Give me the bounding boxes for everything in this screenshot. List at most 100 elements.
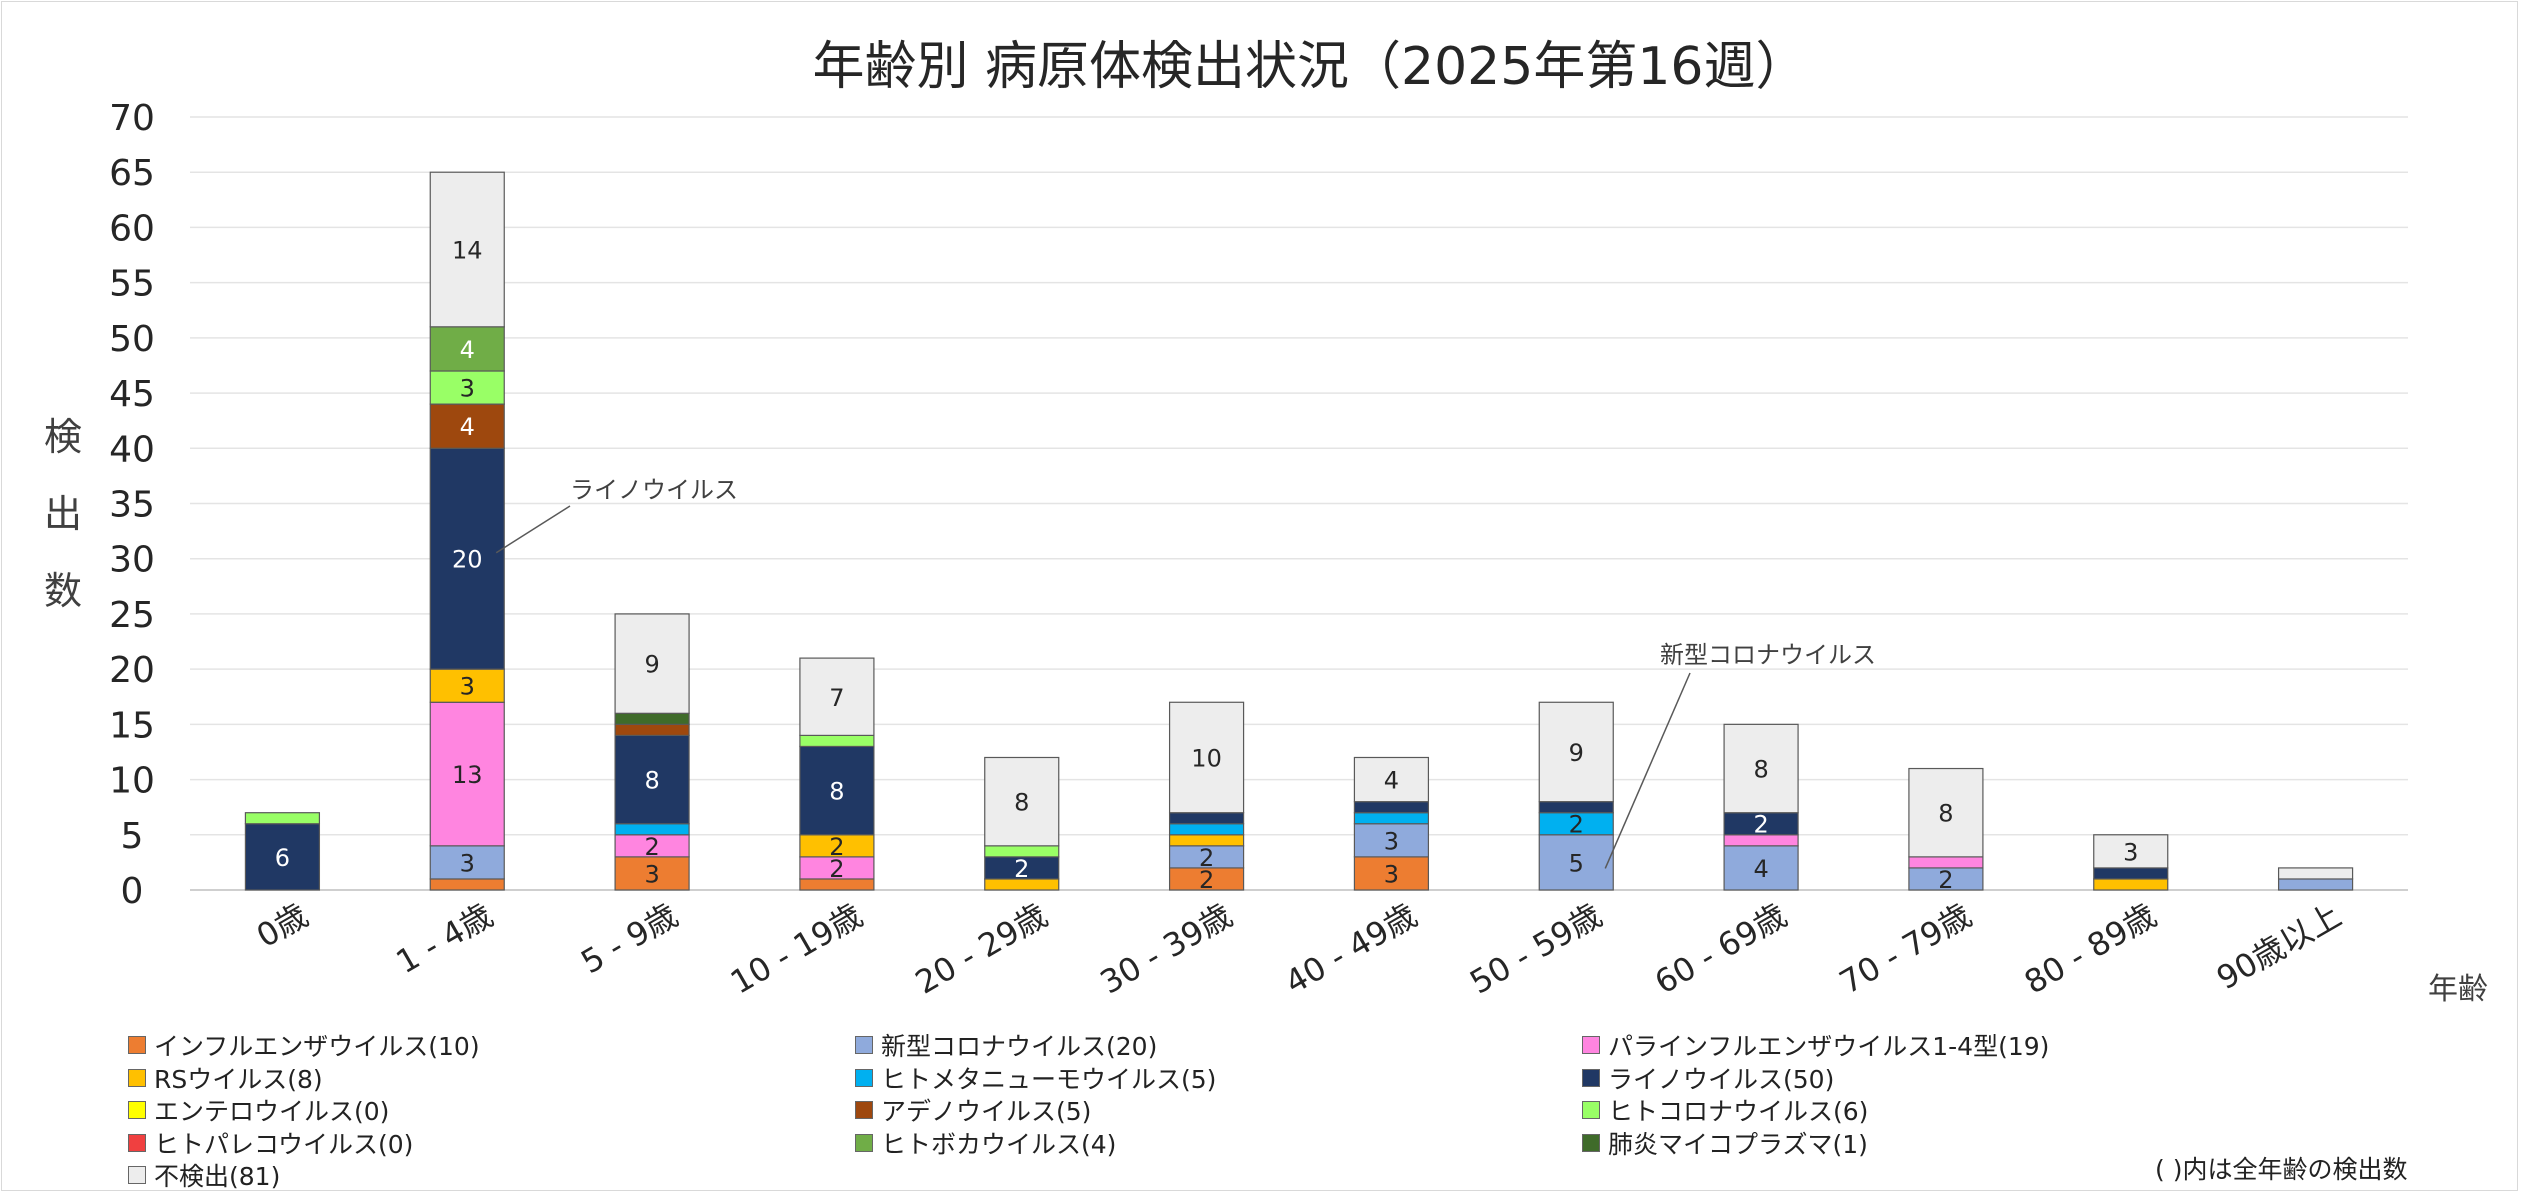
footnote: ( )内は全年齢の検出数 <box>2155 1155 2408 1184</box>
y-tick-label: 25 <box>109 595 155 636</box>
y-axis-label: 検出数 <box>44 415 82 613</box>
data-label: 6 <box>275 844 290 872</box>
bar-segment <box>1353 856 1430 891</box>
y-tick-label: 55 <box>109 264 155 305</box>
data-label: 5 <box>1569 849 1584 877</box>
data-label: 4 <box>460 413 475 441</box>
data-label: 8 <box>644 767 659 795</box>
data-label: 13 <box>452 761 483 789</box>
y-tick-label: 35 <box>109 485 155 526</box>
bar-segment <box>614 613 690 714</box>
x-tick-label: 30 - 39歳 <box>1094 896 1239 1002</box>
data-label: 3 <box>2123 838 2138 866</box>
data-label: 4 <box>1753 855 1768 883</box>
bar-segment <box>429 370 505 405</box>
data-label: 4 <box>460 336 475 364</box>
chart-title: 年齢別 病原体検出状況（2025年第16週） <box>812 37 1807 97</box>
bars <box>244 171 2354 891</box>
data-label: 3 <box>1384 827 1399 855</box>
data-label: 3 <box>460 673 475 701</box>
bar-segment <box>799 657 875 736</box>
annotation-leader-line <box>495 505 571 554</box>
data-label: 3 <box>1384 860 1399 888</box>
bar-segment <box>1908 767 1984 858</box>
data-label: 9 <box>1569 739 1584 767</box>
bar-segment <box>2093 867 2169 880</box>
x-axis-ticks: 0歳 1 - 4歳 5 - 9歳 10 - 19歳 20 - 29歳 30 - 39歳 40… <box>250 896 2348 1002</box>
data-label: 2 <box>1938 866 1953 894</box>
y-tick-label: 60 <box>109 208 155 249</box>
data-label: 10 <box>1191 744 1222 772</box>
annotation-leader-line <box>1604 672 1691 869</box>
bar-segment <box>2277 878 2354 891</box>
data-label: 20 <box>452 546 483 574</box>
data-label: 4 <box>1384 767 1399 795</box>
data-label: 8 <box>829 778 844 806</box>
y-axis-ticks: 0 5 10 15 20 25 30 35 40 45 50 55 60 65 70 <box>109 98 155 912</box>
bar-segment <box>244 812 321 825</box>
bar-segment <box>2277 867 2354 880</box>
data-label: 2 <box>1014 855 1029 883</box>
bar-segment <box>429 668 505 703</box>
data-label: 2 <box>1753 811 1768 839</box>
y-tick-label: 30 <box>109 540 155 581</box>
data-label: 2 <box>829 855 844 883</box>
data-label: 2 <box>1199 844 1214 872</box>
bar-segment <box>1353 823 1430 858</box>
data-label: 3 <box>460 375 475 403</box>
data-label: 3 <box>460 849 475 877</box>
data-label: 9 <box>644 651 659 679</box>
y-tick-label: 5 <box>121 816 144 857</box>
data-label: 3 <box>644 860 659 888</box>
bar-segment <box>799 734 875 748</box>
data-label: 8 <box>1938 800 1953 828</box>
x-axis-label: 年齢 <box>2428 972 2488 1007</box>
bar-segment <box>1538 701 1614 803</box>
x-tick-label: 20 - 29歳 <box>909 896 1054 1002</box>
bar-segment <box>799 745 875 836</box>
bar-segment <box>429 171 505 328</box>
bar-segment <box>614 723 690 736</box>
bar-segment <box>1538 834 1614 891</box>
bar-segment <box>429 403 505 449</box>
annotation-label: 新型コロナウイルス <box>1660 641 1876 669</box>
x-tick-label: 50 - 59歳 <box>1463 896 1608 1002</box>
y-tick-label: 15 <box>109 705 155 746</box>
data-label: 8 <box>1753 756 1768 784</box>
y-axis-label-char: 検 <box>44 415 82 459</box>
data-label: 14 <box>452 237 483 265</box>
x-tick-label: 80 - 89歳 <box>2018 896 2163 1002</box>
bar-segment <box>429 447 505 670</box>
bar-segment <box>1353 812 1430 825</box>
bar-segment <box>1168 823 1245 836</box>
x-tick-label: 10 - 19歳 <box>724 896 869 1002</box>
x-tick-label: 90歳以上 <box>2210 896 2347 997</box>
gridlines <box>190 116 2408 891</box>
bar-segment <box>1168 812 1245 825</box>
x-tick-label: 60 - 69歳 <box>1648 896 1793 1002</box>
y-tick-label: 45 <box>109 374 155 415</box>
y-tick-label: 10 <box>109 761 155 802</box>
bar-segment <box>2093 878 2169 891</box>
x-tick-label: 0歳 <box>250 896 314 955</box>
bar-segment <box>1723 723 1799 814</box>
y-tick-label: 40 <box>109 429 155 470</box>
bar-segment <box>1353 756 1430 803</box>
bar-segment <box>1168 701 1245 814</box>
y-axis-label-char: 出 <box>44 492 82 536</box>
bar-segment <box>614 712 690 725</box>
y-tick-label: 0 <box>121 871 144 912</box>
data-label: 2 <box>829 833 844 861</box>
data-label: 8 <box>1014 789 1029 817</box>
bar-segment <box>2093 834 2169 869</box>
bar-segment <box>984 756 1060 847</box>
data-label: 2 <box>1569 811 1584 839</box>
bar-segment <box>1353 801 1430 814</box>
x-tick-label: 70 - 79歳 <box>1833 896 1978 1002</box>
bar-segment <box>429 878 505 891</box>
y-axis-label-char: 数 <box>44 569 82 613</box>
